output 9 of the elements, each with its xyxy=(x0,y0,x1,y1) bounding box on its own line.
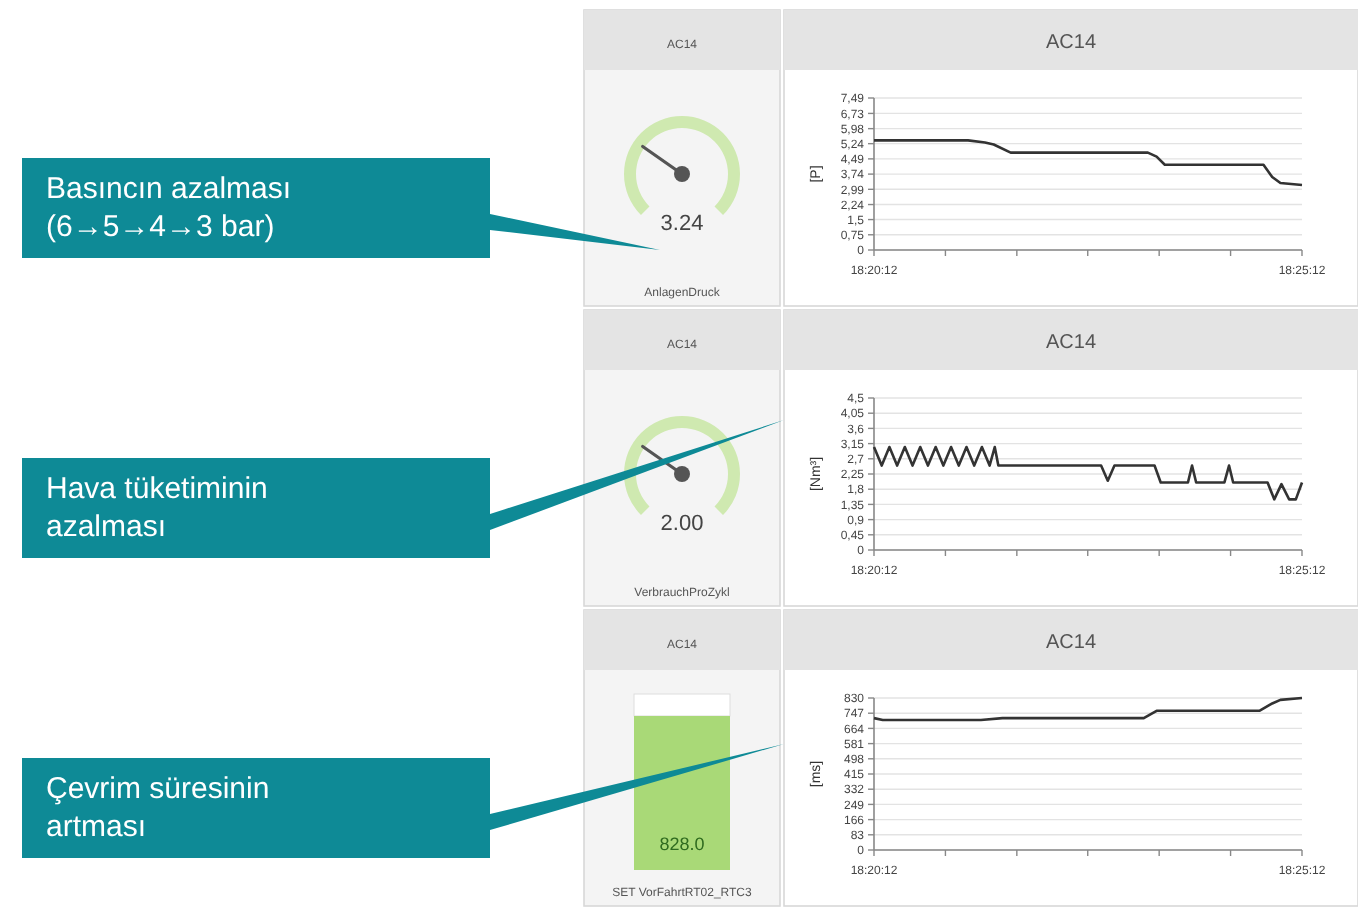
chart-title: AC14 xyxy=(1045,332,1097,354)
data-label: 828.0 xyxy=(659,834,705,854)
data-label: 3.24 xyxy=(660,212,704,236)
line-series xyxy=(872,696,1304,722)
line-series xyxy=(872,445,1304,501)
chart-title: AC14 xyxy=(1045,32,1097,54)
data-label: 2.00 xyxy=(660,512,704,536)
line-series xyxy=(872,139,1304,187)
chart-title: AC14 xyxy=(1045,632,1097,654)
